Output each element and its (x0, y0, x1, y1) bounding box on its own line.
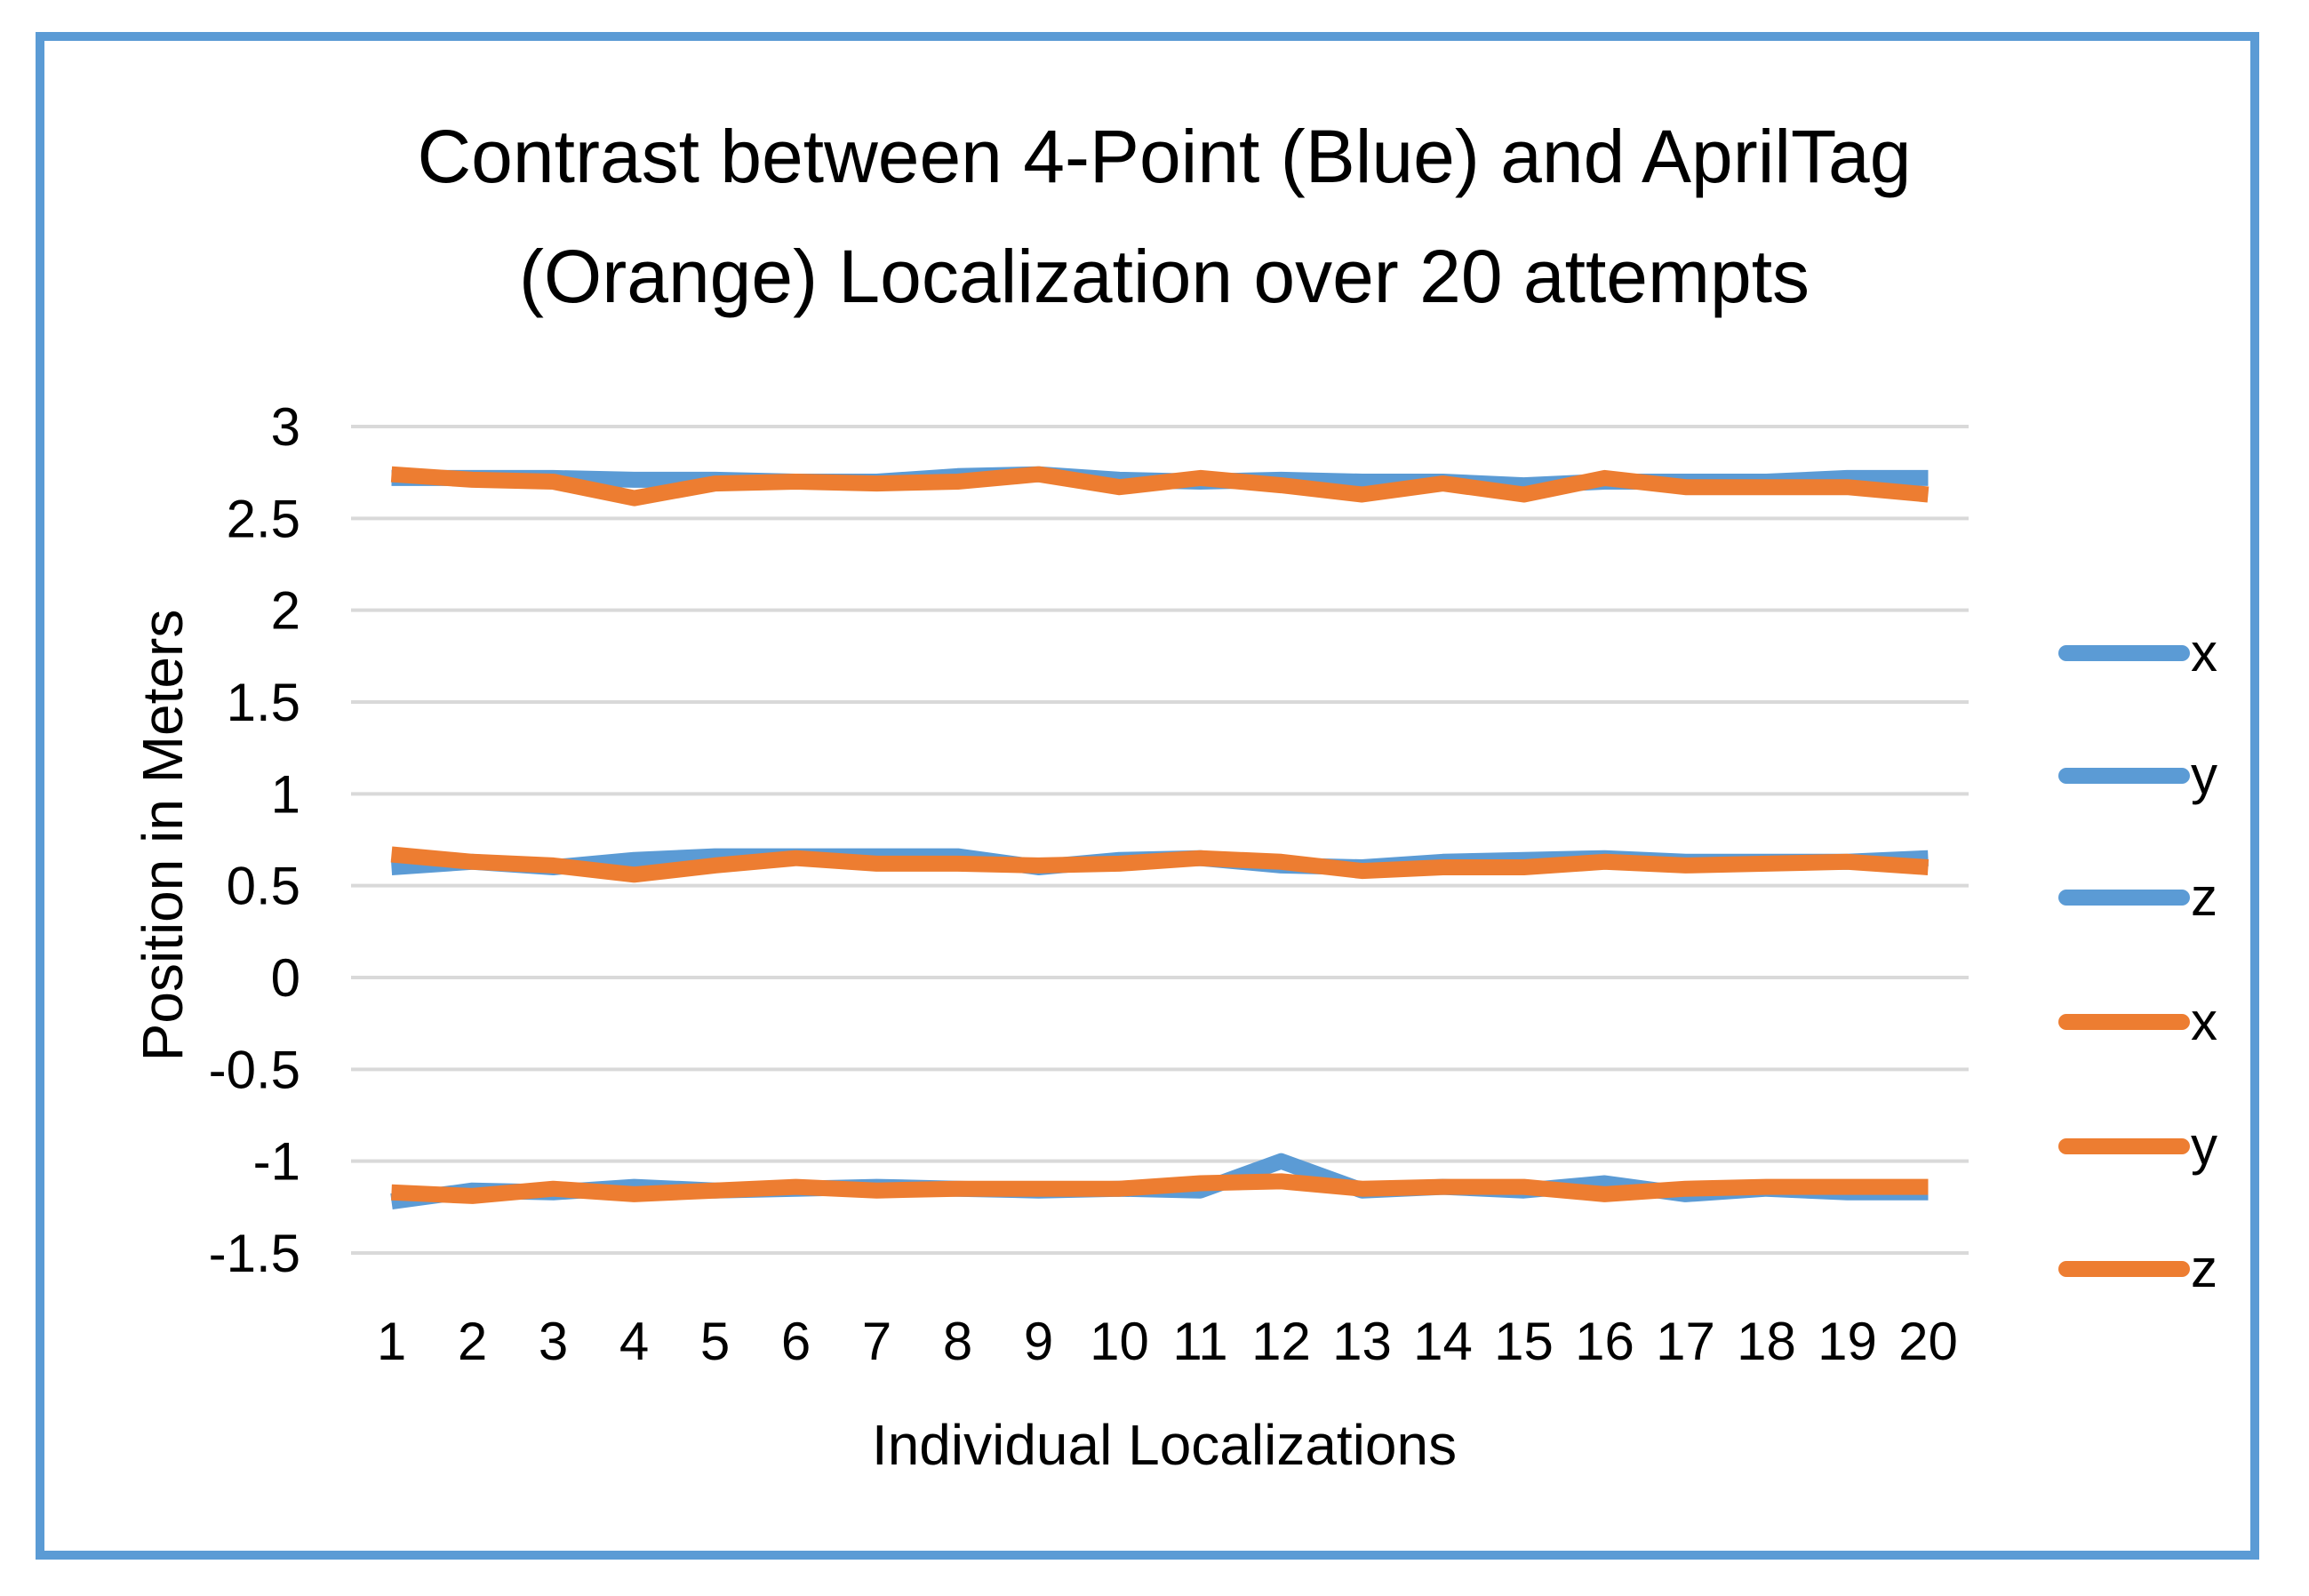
legend-label: y (2191, 746, 2217, 805)
x-tick-label: 20 (1898, 1312, 1958, 1371)
x-tick-label: 14 (1413, 1312, 1473, 1371)
gridlines (351, 425, 1969, 1255)
x-tick-label: 4 (619, 1312, 649, 1371)
y-tick-label: -1.5 (209, 1224, 300, 1283)
x-tick-label: 9 (1024, 1312, 1053, 1371)
chart-title-line-1: Contrast between 4-Point (Blue) and Apri… (418, 115, 1912, 198)
x-tick-label: 10 (1090, 1312, 1149, 1371)
x-axis-ticks: 1 2 3 4 5 6 7 8 9 10 11 12 13 14 15 16 17 18 19 20 (377, 1312, 1958, 1371)
chart-frame (36, 32, 2259, 1560)
y-tick-label: 0.5 (227, 857, 300, 916)
series-line-4 (390, 846, 1929, 883)
series-line-5 (391, 1173, 1929, 1204)
x-tick-label: 8 (943, 1312, 972, 1371)
y-axis-label: Position in Meters (131, 610, 195, 1062)
x-tick-label: 18 (1737, 1312, 1796, 1371)
legend: x y z x y z (2058, 623, 2217, 1298)
legend-label: z (2191, 867, 2217, 927)
chart-title: Contrast between 4-Point (Blue) and Apri… (418, 115, 1912, 318)
legend-label: x (2191, 623, 2217, 682)
y-tick-label: 2.5 (227, 489, 300, 548)
x-tick-label: 5 (700, 1312, 730, 1371)
y-tick-label: -0.5 (209, 1040, 300, 1099)
x-tick-label: 17 (1656, 1312, 1715, 1371)
x-tick-label: 3 (539, 1312, 568, 1371)
x-tick-label: 2 (458, 1312, 487, 1371)
y-tick-label: 1.5 (227, 673, 300, 732)
x-axis-label: Individual Localizations (872, 1413, 1457, 1477)
legend-label: x (2191, 992, 2217, 1051)
y-tick-label: 2 (271, 581, 300, 641)
chart-title-line-2: (Orange) Localization over 20 attempts (519, 235, 1810, 318)
y-tick-label: -1 (253, 1132, 300, 1192)
x-tick-label: 16 (1575, 1312, 1634, 1371)
series-lines (390, 466, 1929, 1210)
y-axis-ticks: 3 2.5 2 1.5 1 0.5 0 -0.5 -1 -1.5 (209, 397, 300, 1283)
x-tick-label: 7 (862, 1312, 891, 1371)
legend-label: z (2191, 1239, 2217, 1298)
x-tick-label: 15 (1494, 1312, 1554, 1371)
y-tick-label: 0 (271, 948, 300, 1008)
x-tick-label: 11 (1172, 1312, 1227, 1371)
series-line-3 (390, 466, 1929, 507)
y-tick-label: 3 (271, 397, 300, 457)
x-tick-label: 12 (1251, 1312, 1311, 1371)
x-tick-label: 1 (377, 1312, 406, 1371)
x-tick-label: 6 (781, 1312, 811, 1371)
legend-label: y (2191, 1116, 2217, 1176)
x-tick-label: 13 (1332, 1312, 1392, 1371)
y-tick-label: 1 (271, 764, 300, 824)
x-tick-label: 19 (1818, 1312, 1877, 1371)
